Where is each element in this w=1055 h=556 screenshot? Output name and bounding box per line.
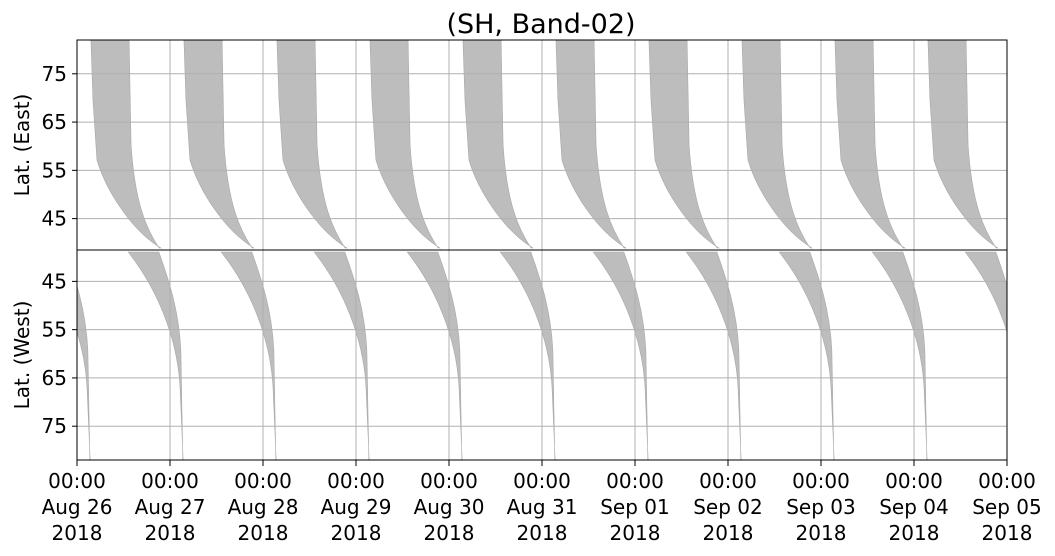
x-tick-label: 2018 bbox=[238, 521, 289, 545]
x-tick-label: Sep 01 bbox=[600, 495, 670, 519]
x-tick-label: 00:00 bbox=[234, 469, 292, 493]
x-tick-label: Aug 31 bbox=[507, 495, 578, 519]
x-tick-label: 2018 bbox=[517, 521, 568, 545]
y-tick-label: 75 bbox=[42, 414, 67, 438]
x-tick-label: 00:00 bbox=[327, 469, 385, 493]
coverage-band bbox=[1021, 40, 1055, 248]
x-tick-label: Aug 26 bbox=[42, 495, 113, 519]
panel-east: 45 55 65 75 Lat. (East) bbox=[0, 40, 1055, 250]
x-tick-label: 2018 bbox=[331, 521, 382, 545]
x-tick-label: 00:00 bbox=[420, 469, 478, 493]
x-tick-label: Sep 04 bbox=[879, 495, 949, 519]
y-tick-label: 75 bbox=[42, 62, 67, 86]
x-tick-label: 2018 bbox=[145, 521, 196, 545]
x-tick-label: 00:00 bbox=[141, 469, 199, 493]
y-tick-label: 55 bbox=[42, 158, 67, 182]
west-y-ticks: 75 65 55 45 bbox=[42, 269, 77, 438]
x-tick-label: 2018 bbox=[796, 521, 847, 545]
x-tick-label: 00:00 bbox=[792, 469, 850, 493]
y-tick-label: 45 bbox=[42, 269, 67, 293]
y-tick-label: 65 bbox=[42, 110, 67, 134]
x-tick-label: 00:00 bbox=[606, 469, 664, 493]
x-tick-label: Sep 03 bbox=[786, 495, 856, 519]
x-tick-label: 00:00 bbox=[885, 469, 943, 493]
x-tick-label: Aug 28 bbox=[228, 495, 299, 519]
chart-title: (SH, Band-02) bbox=[446, 9, 635, 40]
x-tick-label: 2018 bbox=[52, 521, 103, 545]
west-y-axis-label: Lat. (West) bbox=[10, 301, 34, 410]
x-tick-label: Aug 27 bbox=[135, 495, 206, 519]
x-tick-label: 2018 bbox=[424, 521, 475, 545]
x-tick-label: 2018 bbox=[982, 521, 1033, 545]
x-tick-label: 2018 bbox=[703, 521, 754, 545]
y-tick-label: 55 bbox=[42, 318, 67, 342]
x-tick-label: 00:00 bbox=[48, 469, 106, 493]
x-tick-label: 2018 bbox=[610, 521, 661, 545]
y-tick-label: 45 bbox=[42, 207, 67, 231]
panel-west: 75 65 55 45 Lat. (West) bbox=[10, 250, 1055, 460]
x-tick-label: Sep 02 bbox=[693, 495, 763, 519]
x-tick-label: 00:00 bbox=[513, 469, 571, 493]
x-tick-label: Aug 30 bbox=[414, 495, 485, 519]
x-tick-label: 00:00 bbox=[978, 469, 1036, 493]
x-tick-label: 2018 bbox=[889, 521, 940, 545]
x-tick-label: Sep 05 bbox=[972, 495, 1042, 519]
east-y-axis-label: Lat. (East) bbox=[10, 94, 34, 197]
y-tick-label: 65 bbox=[42, 366, 67, 390]
east-y-ticks: 45 55 65 75 bbox=[42, 62, 77, 231]
x-tick-label: 00:00 bbox=[699, 469, 757, 493]
x-tick-label: Aug 29 bbox=[321, 495, 392, 519]
